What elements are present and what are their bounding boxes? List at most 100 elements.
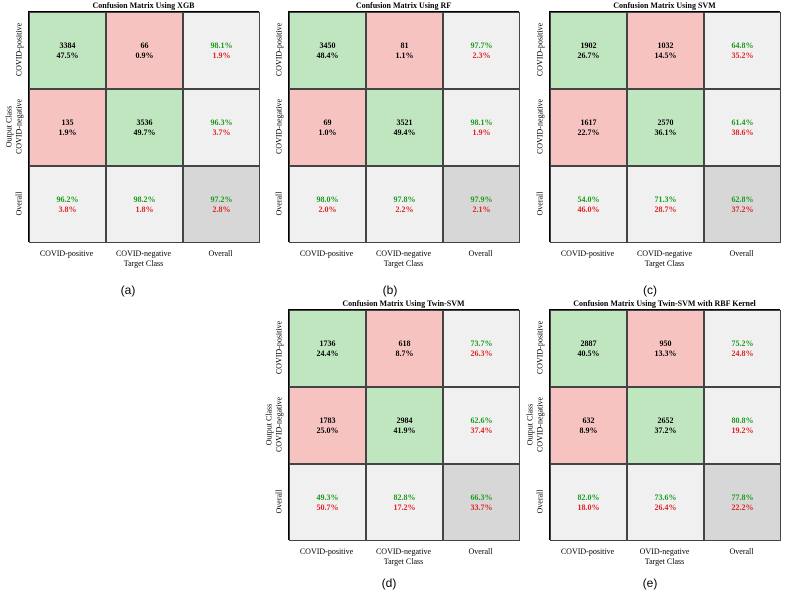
y-axis-title: Output Class bbox=[4, 105, 14, 147]
x-tick-label: Overall bbox=[729, 547, 754, 556]
matrix-cell: 2652 37.2% bbox=[627, 387, 704, 464]
cell-percent: 48.4% bbox=[316, 50, 339, 60]
cell-error: 3.8% bbox=[58, 204, 77, 214]
summary-cell: 62.6% 37.4% bbox=[443, 387, 520, 464]
x-tick-label: COVID-positive bbox=[299, 249, 354, 258]
cell-percent: 14.5% bbox=[654, 50, 677, 60]
cell-count: 1617 bbox=[580, 117, 597, 127]
cell-error: 38.6% bbox=[731, 127, 754, 137]
cell-accuracy: 62.6% bbox=[470, 415, 493, 425]
cell-error: 3.7% bbox=[212, 127, 231, 137]
overall-accuracy-cell: 77.8% 22.2% bbox=[704, 464, 781, 541]
y-tick-label: Overall bbox=[14, 191, 24, 215]
cell-percent: 49.7% bbox=[133, 127, 156, 137]
summary-cell: 49.3% 50.7% bbox=[289, 464, 366, 541]
cell-count: 2887 bbox=[580, 338, 597, 348]
matrix-cell: 3450 48.4% bbox=[289, 12, 366, 89]
cell-error: 2.2% bbox=[395, 204, 414, 214]
cell-accuracy: 82.0% bbox=[577, 492, 600, 502]
summary-cell: 98.2% 1.8% bbox=[106, 166, 183, 243]
subfigure-label: (d) bbox=[381, 576, 397, 590]
x-tick-label: Overall bbox=[468, 547, 493, 556]
matrix-cell: 2887 40.5% bbox=[550, 310, 627, 387]
cell-accuracy: 49.3% bbox=[316, 492, 339, 502]
cell-count: 81 bbox=[400, 40, 409, 50]
cell-accuracy: 82.8% bbox=[393, 492, 416, 502]
x-axis-title: Target Class bbox=[383, 259, 424, 268]
y-tick-label: COVID-negative bbox=[274, 98, 284, 154]
cell-percent: 26.7% bbox=[577, 50, 600, 60]
cell-percent: 13.3% bbox=[654, 348, 677, 358]
cell-error: 2.0% bbox=[318, 204, 337, 214]
cell-count: 66 bbox=[140, 40, 149, 50]
matrix-cell: 69 1.0% bbox=[289, 89, 366, 166]
cell-error: 35.2% bbox=[731, 50, 754, 60]
summary-cell: 82.8% 17.2% bbox=[366, 464, 443, 541]
y-tick-label: Overall bbox=[535, 191, 545, 215]
matrix-cell: 1736 24.4% bbox=[289, 310, 366, 387]
cell-accuracy: 73.7% bbox=[470, 338, 493, 348]
y-tick-label: COVID-positive bbox=[14, 22, 24, 76]
y-tick-label: COVID-negative bbox=[535, 98, 545, 154]
cell-count: 3536 bbox=[136, 117, 153, 127]
chart-title: Confusion Matrix Using XGB bbox=[92, 1, 195, 10]
matrix-cell: 950 13.3% bbox=[627, 310, 704, 387]
chart-title: Confusion Matrix Using Twin-SVM bbox=[342, 299, 465, 308]
subfigure-label: (b) bbox=[382, 283, 398, 297]
cell-accuracy: 96.2% bbox=[56, 194, 79, 204]
cell-percent: 49.4% bbox=[393, 127, 416, 137]
cell-accuracy: 98.2% bbox=[133, 194, 156, 204]
cell-error: 26.4% bbox=[654, 502, 677, 512]
summary-cell: 80.8% 19.2% bbox=[704, 387, 781, 464]
summary-cell: 64.8% 35.2% bbox=[704, 12, 781, 89]
cell-count: 2570 bbox=[657, 117, 674, 127]
matrix-cell: 1902 26.7% bbox=[550, 12, 627, 89]
matrix-cell: 3384 47.5% bbox=[29, 12, 106, 89]
cell-percent: 0.9% bbox=[135, 50, 154, 60]
cell-error: 2.3% bbox=[472, 50, 491, 60]
cell-error: 2.8% bbox=[212, 204, 231, 214]
x-axis-title: Target Class bbox=[383, 557, 424, 566]
cell-percent: 37.2% bbox=[654, 425, 677, 435]
cell-error: 37.2% bbox=[731, 204, 754, 214]
cell-percent: 25.0% bbox=[316, 425, 339, 435]
matrix-grid: 2887 40.5% 950 13.3% 75.2% 24.8% 632 8.9% 2652 37… bbox=[549, 309, 781, 541]
y-tick-label: COVID-negative bbox=[535, 396, 545, 452]
y-tick-label: COVID-negative bbox=[274, 396, 284, 452]
x-tick-label: COVID-negative bbox=[636, 249, 693, 258]
cell-percent: 8.7% bbox=[395, 348, 414, 358]
summary-cell: 61.4% 38.6% bbox=[704, 89, 781, 166]
cell-accuracy: 66.3% bbox=[470, 492, 493, 502]
overall-accuracy-cell: 66.3% 33.7% bbox=[443, 464, 520, 541]
cell-percent: 40.5% bbox=[577, 348, 600, 358]
y-tick-label: Overall bbox=[535, 489, 545, 513]
cell-accuracy: 73.6% bbox=[654, 492, 677, 502]
x-axis-title: Target Class bbox=[123, 259, 164, 268]
cell-count: 3450 bbox=[319, 40, 336, 50]
x-tick-label: COVID-negative bbox=[375, 249, 432, 258]
cell-count: 1032 bbox=[657, 40, 674, 50]
cell-count: 1902 bbox=[580, 40, 597, 50]
summary-cell: 97.8% 2.2% bbox=[366, 166, 443, 243]
summary-cell: 96.2% 3.8% bbox=[29, 166, 106, 243]
cell-error: 19.2% bbox=[731, 425, 754, 435]
cell-error: 1.8% bbox=[135, 204, 154, 214]
x-tick-label: Overall bbox=[729, 249, 754, 258]
matrix-cell: 81 1.1% bbox=[366, 12, 443, 89]
cell-count: 1736 bbox=[319, 338, 336, 348]
summary-cell: 71.3% 28.7% bbox=[627, 166, 704, 243]
cell-accuracy: 98.1% bbox=[210, 40, 233, 50]
matrix-cell: 2984 41.9% bbox=[366, 387, 443, 464]
cell-percent: 47.5% bbox=[56, 50, 79, 60]
summary-cell: 97.7% 2.3% bbox=[443, 12, 520, 89]
cell-accuracy: 97.9% bbox=[470, 194, 493, 204]
chart-title: Confusion Matrix Using RF bbox=[355, 1, 452, 10]
cell-accuracy: 61.4% bbox=[731, 117, 754, 127]
x-tick-label: OVID-negative bbox=[639, 547, 690, 556]
cell-error: 46.0% bbox=[577, 204, 600, 214]
cell-error: 17.2% bbox=[393, 502, 416, 512]
cell-count: 3521 bbox=[396, 117, 413, 127]
subfigure-label: (a) bbox=[120, 283, 136, 297]
cell-count: 632 bbox=[582, 415, 595, 425]
y-tick-label: COVID-positive bbox=[535, 22, 545, 76]
